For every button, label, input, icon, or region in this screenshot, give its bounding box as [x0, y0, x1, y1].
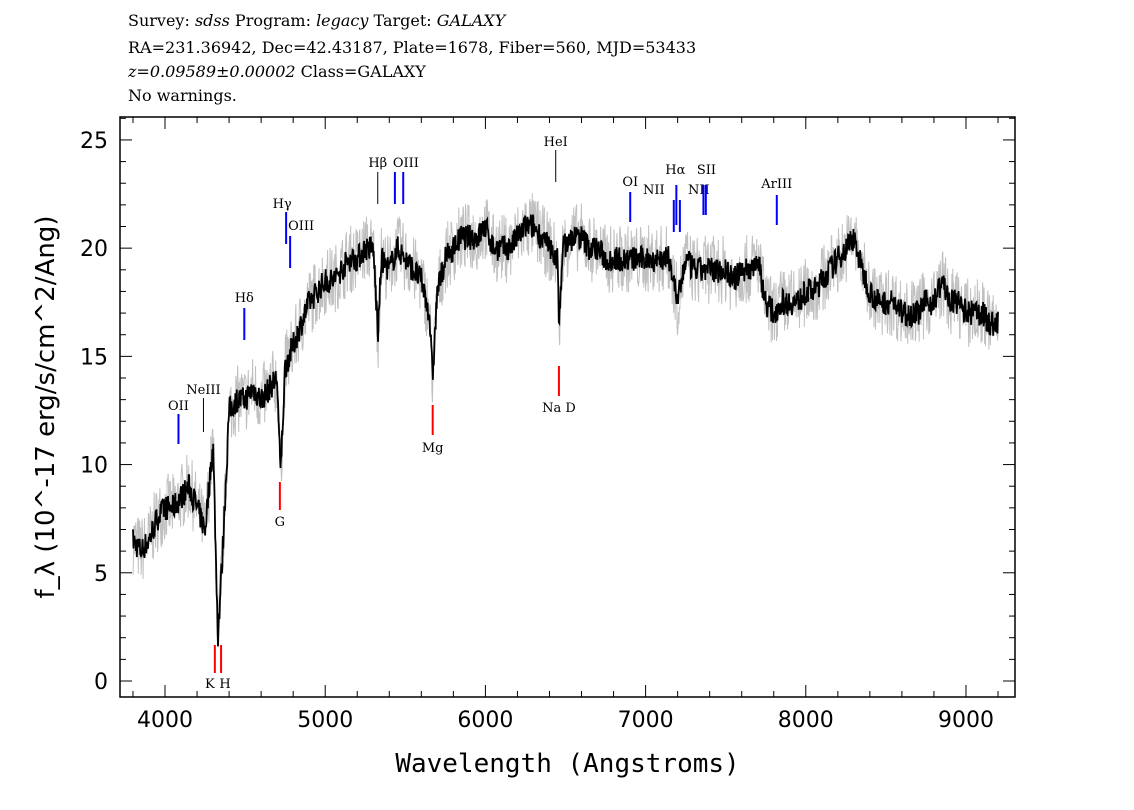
x-tick-label: 8000: [778, 708, 834, 733]
line-label: NeIII: [186, 383, 220, 398]
x-tick-label: 9000: [938, 708, 994, 733]
line-label: SII: [697, 163, 716, 178]
header-line-4: No warnings.: [128, 86, 237, 105]
x-tick-label: 6000: [457, 708, 513, 733]
x-tick-label: 4000: [137, 708, 193, 733]
class: Class=GALAXY: [300, 62, 426, 81]
line-label: G: [275, 515, 285, 530]
header-line-1: Survey: sdss Program: legacy Target: GAL…: [128, 10, 505, 32]
redshift: z=0.09589±0.00002: [128, 62, 296, 81]
header-line-3: z=0.09589±0.00002 Class=GALAXY: [128, 61, 426, 83]
y-tick-label: 15: [80, 345, 108, 370]
target-value: GALAXY: [436, 11, 506, 30]
target-label: Target:: [373, 11, 432, 30]
y-tick-label: 10: [80, 454, 108, 479]
program-label: Program:: [234, 11, 311, 30]
line-label: Hα: [665, 163, 685, 178]
survey-value: sdss: [194, 11, 230, 30]
line-label: OIII: [393, 156, 419, 171]
line-label: Hβ: [368, 156, 387, 171]
line-label: HeI: [544, 135, 568, 150]
program-value: legacy: [316, 11, 369, 30]
line-label: OI: [622, 175, 638, 190]
line-label: Mg: [422, 441, 444, 456]
y-tick-label: 0: [94, 670, 108, 695]
survey-label: Survey:: [128, 11, 190, 30]
x-tick-label: 5000: [297, 708, 353, 733]
x-axis-label: Wavelength (Angstroms): [395, 749, 739, 779]
line-label: H: [219, 677, 230, 692]
line-label: Na D: [542, 401, 576, 416]
line-label: OIII: [288, 219, 314, 234]
line-label: ArIII: [760, 177, 792, 192]
line-label: K: [205, 677, 215, 692]
line-label: OII: [168, 399, 189, 414]
y-tick-label: 25: [80, 129, 108, 154]
y-tick-label: 20: [80, 237, 108, 262]
y-axis-label: f_λ (10^-17 erg/s/cm^2/Ang): [31, 216, 61, 599]
y-tick-label: 5: [94, 562, 108, 587]
line-label: NII: [643, 183, 665, 198]
flux-curve: [132, 213, 999, 647]
line-label: Hγ: [273, 197, 292, 212]
line-label: Hδ: [235, 291, 254, 306]
header-line-2: RA=231.36942, Dec=42.43187, Plate=1678, …: [128, 38, 697, 57]
x-tick-label: 7000: [618, 708, 674, 733]
plot-frame: [119, 116, 1016, 698]
